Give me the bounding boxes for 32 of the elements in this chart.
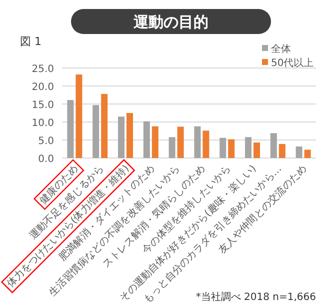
title: 運動の目的: [71, 9, 271, 34]
bar: [177, 126, 184, 158]
bar: [118, 116, 124, 158]
y-tick-label: 0.0: [38, 154, 54, 165]
y-tick-label: 25.0: [32, 64, 54, 75]
bar: [126, 113, 133, 158]
bar: [220, 138, 226, 158]
bar: [278, 144, 286, 158]
y-tick-label: 20.0: [32, 82, 54, 93]
chart-title: 運動の目的: [132, 13, 208, 31]
bar: [304, 150, 311, 158]
bar: [92, 105, 100, 158]
bar: [228, 139, 235, 158]
bar: [296, 146, 302, 158]
y-tick-label: 10.0: [32, 118, 54, 129]
y-tick-label: 5.0: [38, 136, 54, 147]
bar: [76, 74, 82, 158]
bar: [143, 121, 150, 158]
legend-label: 全体: [271, 43, 291, 55]
bar: [245, 137, 252, 158]
chart-subtitle: 図 1: [20, 35, 42, 48]
legend-label: 50代以上: [271, 57, 314, 69]
text: *当社調べ 2018 n=1,666: [196, 291, 316, 303]
bar: [254, 142, 260, 158]
bar: [168, 137, 176, 158]
bar: [67, 100, 74, 158]
bar: [194, 126, 201, 158]
bar: [270, 133, 277, 158]
y-tick-label: 15.0: [32, 100, 54, 111]
bar: [101, 94, 108, 158]
bar: [202, 130, 210, 158]
bar: [152, 126, 158, 158]
